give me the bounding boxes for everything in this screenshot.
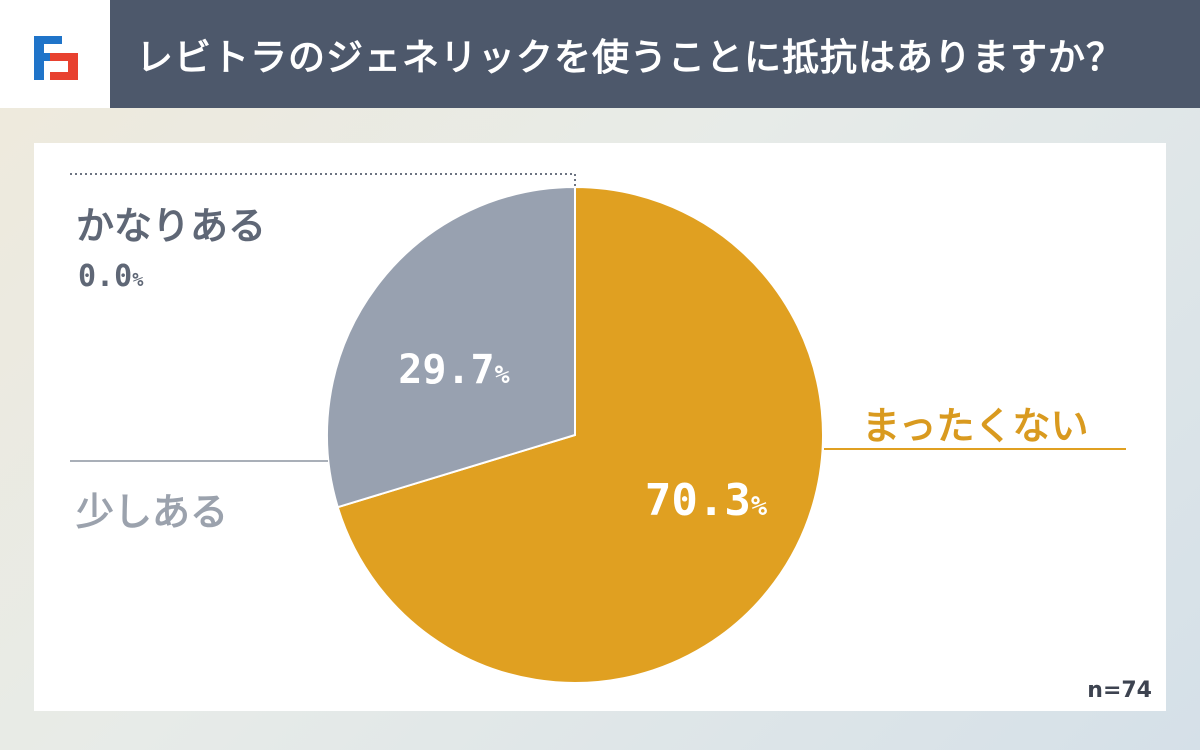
header-bar: レビトラのジェネリックを使うことに抵抗はありますか？ xyxy=(0,0,1200,108)
category-label-kanari: かなりある xyxy=(76,204,267,248)
data-label-sukoshi: 29.7% xyxy=(398,347,509,393)
logo-box xyxy=(0,0,110,108)
pie-slice-sukoshi xyxy=(326,185,576,509)
pie-chart: 70.3% 29.7% xyxy=(70,173,1126,684)
data-label-kanari: 0.0% xyxy=(78,259,144,294)
data-label-mattaku: 70.3% xyxy=(645,475,768,526)
brand-logo-icon xyxy=(34,36,78,80)
category-label-mattaku: まったくない xyxy=(862,404,1089,448)
pie-slice-mattaku xyxy=(336,185,824,684)
chart-card: 70.3% 29.7% かなりある 0.0% 少しある まったくない n=74 xyxy=(34,143,1166,711)
sample-size-label: n=74 xyxy=(1087,678,1152,703)
category-label-sukoshi: 少しある xyxy=(76,490,229,534)
page-title: レビトラのジェネリックを使うことに抵抗はありますか？ xyxy=(136,36,1124,79)
